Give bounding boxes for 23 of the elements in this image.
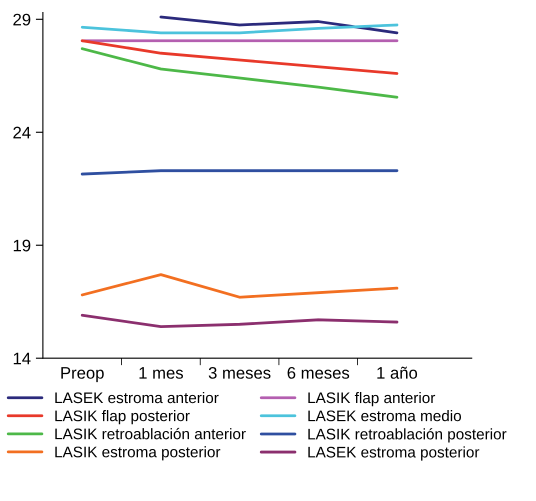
line-series: [80, 273, 398, 299]
x-tick-label: 3 meses: [208, 366, 270, 379]
y-tick-label: 24: [13, 126, 31, 138]
line-series: [80, 47, 398, 99]
y-tick-label: 19: [14, 240, 30, 252]
legend-label: LASIK flap anterior: [308, 392, 436, 406]
x-tick-label: 1 mes: [139, 367, 183, 379]
x-tick-label: 6 meses: [288, 366, 350, 379]
legend-label: LASEK estroma medio: [308, 410, 462, 422]
x-tick-label: Preop: [61, 367, 104, 382]
line-series: [80, 314, 398, 328]
legend-label: LASIK retroablación anterior: [55, 428, 246, 440]
line-series: [80, 39, 398, 75]
legend-label: LASIK flap posterior: [55, 410, 190, 424]
line-series: [80, 24, 398, 34]
y-tick-label: 29: [13, 14, 30, 26]
legend-label: LASIK retroablación posterior: [308, 428, 506, 443]
legend-label: LASEK estroma anterior: [55, 392, 219, 404]
y-tick-label: 14: [14, 352, 31, 364]
x-tick-label: 1 año: [377, 366, 418, 379]
legend-label: LASEK estroma posterior: [308, 446, 480, 461]
line-series: [160, 16, 398, 34]
legend-label: LASIK estroma posterior: [55, 446, 220, 460]
